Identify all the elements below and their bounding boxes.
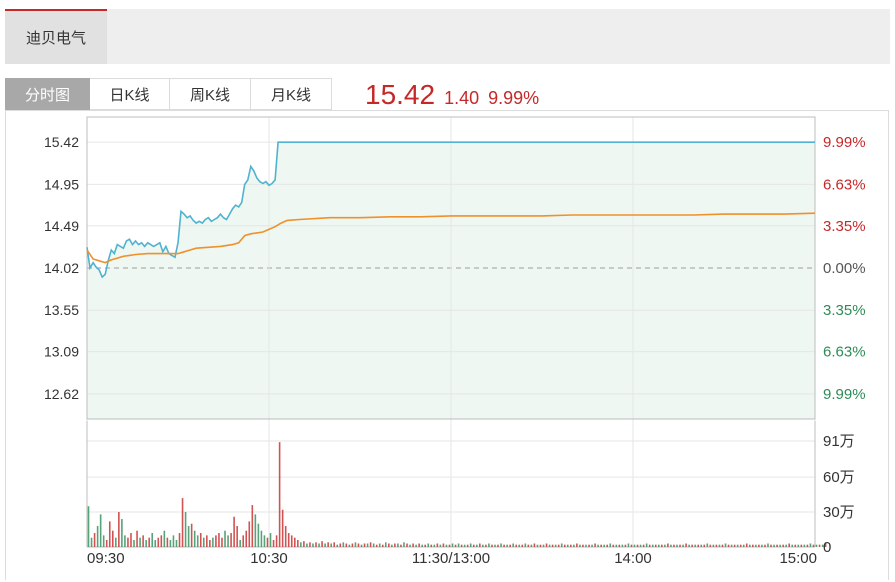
tab-intraday-label: 分时图 [24,86,70,104]
y-tick-label-left: 13.09 [44,344,79,360]
y-tick-label-right: 6.63% [823,344,866,361]
volume-tick-label: 30万 [823,504,855,521]
y-tick-label-left: 14.49 [44,218,79,234]
y-tick-label-right: 9.99% [823,134,866,151]
tab-monthly-k-label: 月K线 [270,86,311,104]
average-price-line [86,212,816,264]
volume-tick-label: 0 [823,539,831,556]
tab-daily-k[interactable]: 日K线 [90,78,170,110]
tab-weekly-k[interactable]: 周K线 [170,78,251,110]
price-change-pct: 9.99% [488,88,540,108]
price-line [86,141,815,279]
y-tick-label-left: 13.55 [44,302,79,318]
y-tick-label-left: 14.95 [44,176,79,192]
tab-weekly-k-label: 周K线 [189,86,230,104]
tab-monthly-k[interactable]: 月K线 [251,78,332,110]
volume-tick-label: 91万 [823,433,855,450]
y-tick-label-left: 15.42 [44,134,79,150]
y-tick-label-left: 12.62 [44,386,79,402]
stock-name: 迪贝电气 [25,30,86,47]
tab-intraday[interactable]: 分时图 [5,78,90,110]
y-tick-label-right: 0.00% [823,260,866,277]
y-tick-label-right: 9.99% [823,386,866,403]
quote-summary: 15.42 1.40 9.99% [365,78,539,110]
price-panel-border [86,116,816,420]
volume-tick-label: 60万 [823,469,855,486]
x-tick-label: 09:30 [87,550,125,567]
chart-frame [5,110,889,580]
x-tick-label: 14:00 [614,550,652,567]
price-change: 1.40 [444,88,480,108]
chart-tabs: 分时图 日K线 周K线 月K线 [5,78,332,110]
top-bar: 迪贝电气 [5,9,890,64]
y-tick-label-right: 6.63% [823,176,866,193]
x-tick-label: 15:00 [779,550,817,567]
y-tick-label-right: 3.35% [823,302,866,319]
tab-daily-k-label: 日K线 [109,86,150,104]
stock-name-tab[interactable]: 迪贝电气 [5,9,107,64]
y-tick-label-left: 14.02 [44,260,79,276]
y-tick-label-right: 3.35% [823,218,866,235]
current-price: 15.42 [365,79,436,110]
x-tick-label: 10:30 [250,550,288,567]
x-tick-label: 11:30/13:00 [412,550,490,567]
